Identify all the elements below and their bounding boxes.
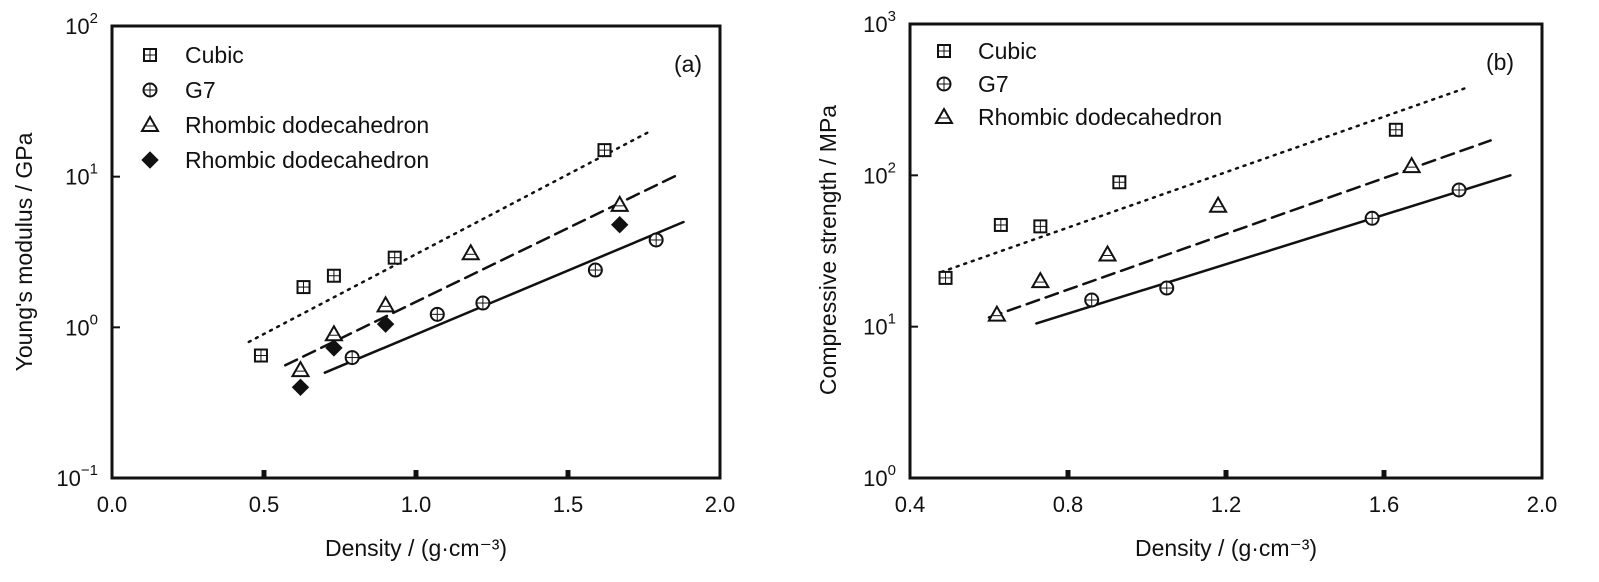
- chart-panel-b: 0.4 0.8 1.2 1.6 2.0 100 101 102 103 Cubic G7 Rhomb…: [815, 8, 1557, 561]
- legend-label-2-a: Rhombic dodecahedron: [185, 112, 429, 138]
- chart-panel-a: 0.0 0.5 1.0 1.5 2.0 10−1 100 101 102 Cubic G7 Rhom…: [11, 10, 735, 561]
- y-tick-label-b: 101: [863, 311, 896, 340]
- data-point-series-1-a: [475, 295, 491, 311]
- x-tick-label-a: 2.0: [705, 492, 736, 517]
- fit-line-series-1-a: [323, 220, 685, 374]
- data-point-series-3-a: [610, 215, 629, 234]
- legend-marker-1-a: [142, 82, 158, 98]
- data-points-a: [253, 143, 664, 396]
- legend-marker-0-a: [143, 48, 157, 62]
- data-point-series-2-b: [1097, 244, 1118, 262]
- data-point-series-3-a: [291, 378, 310, 396]
- y-tick-label-a: 102: [65, 10, 98, 39]
- x-tick-label-b: 1.2: [1211, 492, 1242, 517]
- data-point-series-0-a: [387, 250, 402, 265]
- data-point-series-1-b: [1084, 292, 1100, 308]
- data-point-series-2-b: [1208, 195, 1228, 213]
- y-tick-label-b: 103: [863, 8, 896, 37]
- y-tick-label-a: 10−1: [56, 462, 98, 491]
- y-axis-label-a: Young's modulus / GPa: [11, 132, 37, 371]
- legend-label-3-a: Rhombic dodecahedron: [185, 147, 429, 173]
- data-point-series-1-a: [344, 350, 360, 366]
- x-axis-label-a: Density / (g·cm⁻³): [325, 535, 507, 561]
- data-points-b: [938, 122, 1467, 322]
- data-point-series-2-a: [460, 243, 481, 261]
- panel-label-b: (b): [1486, 49, 1514, 75]
- fit-line-series-0-b: [940, 86, 1469, 274]
- legend-marker-2-b: [934, 106, 954, 124]
- panel-label-a: (a): [674, 51, 702, 77]
- data-point-series-0-b: [993, 217, 1008, 232]
- legend-marker-3-a: [141, 151, 159, 169]
- data-point-series-2-a: [324, 324, 344, 342]
- legend-label-2-b: Rhombic dodecahedron: [978, 104, 1222, 130]
- data-point-series-1-b: [1364, 210, 1380, 226]
- data-point-series-2-b: [1401, 156, 1422, 174]
- x-tick-label-b: 0.8: [1053, 492, 1084, 517]
- x-tick-label-a: 0.5: [249, 492, 280, 517]
- data-point-series-1-b: [1159, 280, 1175, 296]
- data-point-series-0-b: [1388, 122, 1403, 137]
- legend-a: Cubic G7 Rhombic dodecahedron Rhombic dodec…: [140, 42, 429, 173]
- legend-marker-1-b: [936, 76, 952, 92]
- fit-line-series-1-b: [1035, 174, 1512, 325]
- data-point-series-0-a: [296, 280, 311, 295]
- x-tick-label-b: 2.0: [1527, 492, 1558, 517]
- data-point-series-2-b: [987, 304, 1007, 322]
- x-tick-label-a: 1.0: [401, 492, 432, 517]
- data-point-series-0-a: [253, 348, 268, 363]
- axis-ticks-a: 0.0 0.5 1.0 1.5 2.0 10−1 100 101 102: [56, 10, 735, 517]
- legend-label-0-b: Cubic: [978, 38, 1037, 64]
- x-tick-label-a: 0.0: [97, 492, 128, 517]
- x-tick-label-b: 1.6: [1369, 492, 1400, 517]
- data-point-series-0-b: [1112, 175, 1127, 190]
- y-axis-label-b: Compressive strength / MPa: [815, 105, 841, 395]
- legend-label-1-b: G7: [978, 71, 1009, 97]
- legend-marker-0-b: [937, 44, 951, 58]
- y-tick-label-b: 100: [863, 462, 896, 491]
- legend-b: Cubic G7 Rhombic dodecahedron: [934, 38, 1222, 130]
- legend-marker-2-a: [140, 114, 160, 132]
- data-point-series-2-a: [375, 295, 396, 313]
- data-point-series-2-b: [1030, 271, 1051, 289]
- data-point-series-1-b: [1451, 182, 1467, 198]
- x-tick-label-b: 0.4: [895, 492, 926, 517]
- data-point-series-0-b: [938, 270, 953, 285]
- data-point-series-2-a: [290, 360, 311, 378]
- fit-line-series-0-a: [247, 130, 652, 344]
- legend-label-1-a: G7: [185, 77, 216, 103]
- data-point-series-3-a: [325, 339, 343, 357]
- y-tick-label-b: 102: [863, 159, 896, 188]
- data-point-series-1-a: [429, 306, 445, 322]
- data-point-series-0-a: [326, 268, 341, 283]
- data-point-series-3-a: [376, 315, 395, 333]
- data-point-series-2-a: [609, 194, 630, 212]
- y-tick-label-a: 101: [65, 161, 98, 190]
- x-axis-label-b: Density / (g·cm⁻³): [1135, 535, 1317, 561]
- y-tick-label-a: 100: [65, 311, 98, 340]
- legend-label-0-a: Cubic: [185, 42, 244, 68]
- x-tick-label-a: 1.5: [553, 492, 584, 517]
- axis-ticks-b: 0.4 0.8 1.2 1.6 2.0 100 101 102 103: [863, 8, 1557, 517]
- data-point-series-0-b: [1033, 219, 1048, 234]
- data-point-series-1-a: [648, 232, 664, 248]
- data-point-series-0-a: [597, 143, 612, 158]
- data-point-series-1-a: [587, 262, 603, 278]
